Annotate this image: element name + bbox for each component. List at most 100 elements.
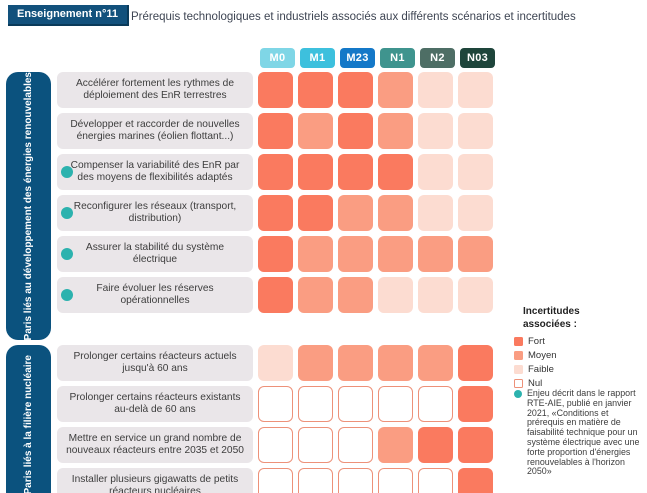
cell-N2-moyen <box>418 236 453 272</box>
cell-N03-faible <box>458 154 493 190</box>
cell-N1-faible <box>378 277 413 313</box>
cell-N03-moyen <box>458 236 493 272</box>
row-label-text: Développer et raccorder de nouvelles éne… <box>70 118 240 142</box>
cell-M23-moyen <box>338 345 373 382</box>
rte-aie-dot-icon <box>61 289 73 301</box>
row-label-text: Assurer la stabilité du système électriq… <box>85 241 225 265</box>
heatmap-row: Reconfigurer les réseaux (transport, dis… <box>57 195 493 231</box>
cell-N03-faible <box>458 277 493 313</box>
cell-M1-nul <box>298 386 333 423</box>
cell-N1-moyen <box>378 427 413 464</box>
heatmap-row: Accélérer fortement les rythmes de déplo… <box>57 72 493 108</box>
cell-M0-fort <box>258 113 293 149</box>
cell-M0-nul <box>258 468 293 493</box>
cell-N2-moyen <box>418 345 453 382</box>
scenario-chip-M0: M0 <box>260 48 295 68</box>
legend-item-fort: Fort <box>514 336 642 347</box>
legend-item-label: Faible <box>528 364 554 375</box>
cell-M23-nul <box>338 427 373 464</box>
row-label-text: Faire évoluer les réserves opérationnell… <box>96 282 214 306</box>
cell-N2-faible <box>418 195 453 231</box>
cell-M1-fort <box>298 72 333 108</box>
cell-N1-moyen <box>378 195 413 231</box>
group-rows: Accélérer fortement les rythmes de déplo… <box>57 72 493 340</box>
cell-N03-fort <box>458 468 493 493</box>
cell-N1-nul <box>378 386 413 423</box>
row-label: Faire évoluer les réserves opérationnell… <box>57 277 253 313</box>
heatmap-row: Installer plusieurs gigawatts de petits … <box>57 468 493 493</box>
rte-aie-dot-icon <box>61 166 73 178</box>
row-label: Développer et raccorder de nouvelles éne… <box>57 113 253 149</box>
cell-N2-nul <box>418 468 453 493</box>
cell-M0-fort <box>258 154 293 190</box>
group-rows: Prolonger certains réacteurs actuels jus… <box>57 345 493 493</box>
cell-N1-fort <box>378 154 413 190</box>
cell-N1-nul <box>378 468 413 493</box>
figure-title: Prérequis technologiques et industriels … <box>131 11 576 23</box>
cell-N2-faible <box>418 277 453 313</box>
cell-N2-faible <box>418 154 453 190</box>
heatmap-row: Mettre en service un grand nombre de nou… <box>57 427 493 464</box>
scenario-chip-M1: M1 <box>300 48 335 68</box>
heatmap-row: Prolonger certains réacteurs existants a… <box>57 386 493 423</box>
cell-M23-moyen <box>338 195 373 231</box>
footnote-text: Enjeu décrit dans le rapport RTE-AIE, pu… <box>527 388 640 477</box>
legend-item-moyen: Moyen <box>514 350 642 361</box>
cell-N2-nul <box>418 386 453 423</box>
heatmap-grid: Paris liés au développement des énergies… <box>6 72 493 493</box>
group-sidebar-label: Paris liés à la filière nucléaire <box>23 355 34 493</box>
cell-M1-moyen <box>298 345 333 382</box>
legend-title: Incertitudes associées : <box>523 306 580 330</box>
cell-N03-fort <box>458 345 493 382</box>
group-sidebar: Paris liés au développement des énergies… <box>6 72 51 341</box>
cell-M1-moyen <box>298 113 333 149</box>
cell-N03-fort <box>458 386 493 423</box>
cell-N2-fort <box>418 427 453 464</box>
rte-aie-dot-icon <box>61 207 73 219</box>
scenario-chip-M23: M23 <box>340 48 375 68</box>
cell-N03-faible <box>458 72 493 108</box>
scenario-chip-N1: N1 <box>380 48 415 68</box>
scenario-chip-N03: N03 <box>460 48 495 68</box>
cell-M0-fort <box>258 72 293 108</box>
row-label-text: Prolonger certains réacteurs actuels jus… <box>73 351 237 375</box>
grid-section-1: Paris liés au développement des énergies… <box>6 72 493 341</box>
cell-M0-faible <box>258 345 293 382</box>
legend-item-label: Nul <box>528 378 543 389</box>
group-sidebar-label: Paris liés au développement des énergies… <box>23 72 34 341</box>
rte-aie-dot-icon <box>61 248 73 260</box>
row-label: Assurer la stabilité du système électriq… <box>57 236 253 272</box>
row-label-text: Accélérer fortement les rythmes de déplo… <box>76 77 234 101</box>
heatmap-row: Prolonger certains réacteurs actuels jus… <box>57 345 493 382</box>
scenario-chip-N2: N2 <box>420 48 455 68</box>
cell-N1-moyen <box>378 345 413 382</box>
cell-N03-faible <box>458 113 493 149</box>
cell-N1-moyen <box>378 236 413 272</box>
cell-M1-fort <box>298 154 333 190</box>
cell-N1-moyen <box>378 72 413 108</box>
legend-item-label: Moyen <box>528 350 557 361</box>
rte-aie-dot-icon <box>514 390 522 398</box>
row-label: Prolonger certains réacteurs actuels jus… <box>57 345 253 382</box>
row-label-text: Prolonger certains réacteurs existants a… <box>69 392 241 416</box>
row-label-text: Mettre en service un grand nombre de nou… <box>66 433 244 457</box>
cell-N2-faible <box>418 72 453 108</box>
row-label: Installer plusieurs gigawatts de petits … <box>57 468 253 493</box>
legend-swatch-nul <box>514 379 523 388</box>
cell-M0-fort <box>258 277 293 313</box>
legend: Incertitudes associées : Fort Moyen Faible… <box>514 306 642 389</box>
cell-M23-fort <box>338 154 373 190</box>
lesson-badge: Enseignement n°11 <box>8 5 129 26</box>
legend-items: Fort Moyen Faible Nul <box>514 336 642 389</box>
cell-M23-nul <box>338 386 373 423</box>
legend-swatch-moyen <box>514 351 523 360</box>
cell-N03-faible <box>458 195 493 231</box>
cell-M0-fort <box>258 236 293 272</box>
cell-M23-nul <box>338 468 373 493</box>
row-label: Reconfigurer les réseaux (transport, dis… <box>57 195 253 231</box>
cell-M23-fort <box>338 72 373 108</box>
heatmap-row: Faire évoluer les réserves opérationnell… <box>57 277 493 313</box>
cell-M1-moyen <box>298 277 333 313</box>
row-label: Compenser la variabilité des EnR par des… <box>57 154 253 190</box>
